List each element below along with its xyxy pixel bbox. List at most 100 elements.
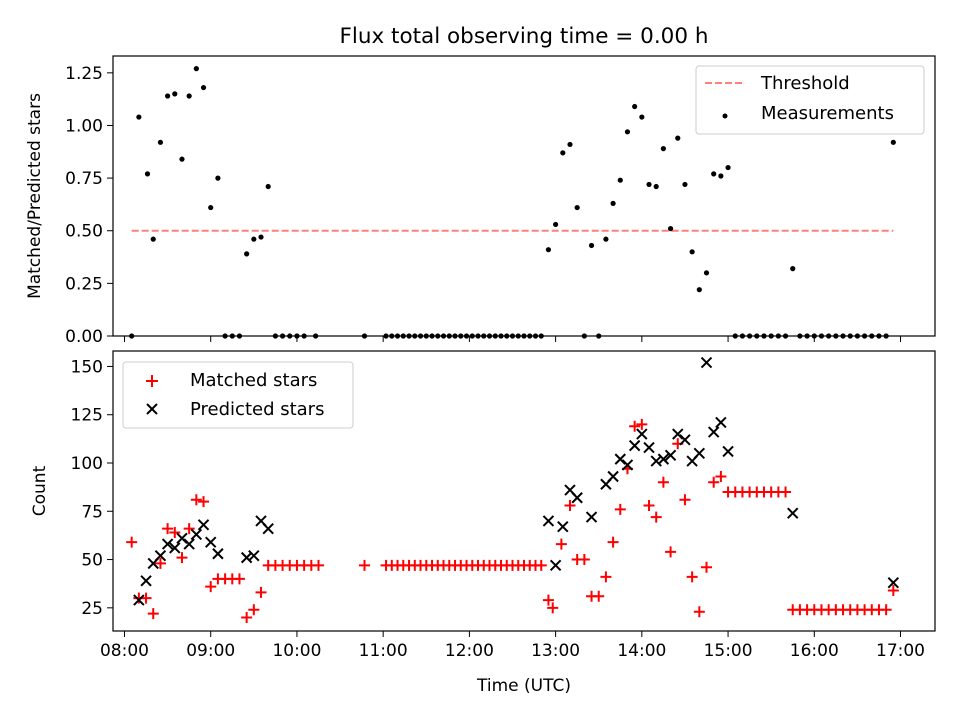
measurement-point (696, 287, 702, 293)
predicted-star-point (715, 416, 727, 429)
predicted-star-point (643, 441, 655, 454)
x-tick-label: 08:00 (100, 641, 149, 661)
matched-star-point (233, 573, 245, 585)
y-tick-label: 0.00 (65, 327, 103, 347)
x-tick-label: 12:00 (445, 641, 494, 661)
predicted-star-point (212, 548, 224, 560)
matched-star-point (686, 571, 698, 583)
measurement-point (624, 129, 631, 135)
matched-star-point (542, 594, 554, 606)
measurement-point (660, 146, 666, 152)
measurement-point (200, 84, 207, 91)
predicted-star-point (707, 426, 720, 438)
measurement-point (208, 204, 214, 211)
x-tick-label: 14:00 (617, 641, 666, 661)
measurement-point (617, 177, 623, 183)
measurement-point (553, 221, 559, 228)
count-plot-area (126, 356, 900, 623)
measurement-point (653, 183, 659, 190)
measurement-point (244, 251, 250, 257)
matched-star-point (358, 559, 370, 571)
predicted-star-point (133, 594, 145, 606)
ratio-y-axis-label: Matched/Predicted stars (25, 93, 45, 299)
predicted-star-point (190, 528, 203, 541)
predicted-star-point (657, 453, 670, 465)
measurements-legend-swatch (722, 113, 728, 119)
predicted-star-point (557, 521, 569, 533)
matched-star-point (629, 420, 641, 432)
ratio-plot-area (129, 66, 896, 339)
matched-star-point (650, 511, 662, 523)
matched-star-point (176, 552, 188, 564)
measurement-point (725, 164, 731, 171)
chart-title: Flux total observing time = 0.00 h (340, 24, 709, 49)
predicted-star-point (621, 459, 634, 471)
predicted-star-point (722, 445, 734, 458)
matched-star-point (643, 499, 655, 511)
measurement-point (890, 139, 896, 145)
count-axes: 25 50 75 100 125 150 08:00 09:00 10:00 11:00 12:00… (71, 357, 925, 661)
matched-star-point (535, 559, 547, 571)
measurement-point (157, 139, 164, 145)
count-y-axis-label: Count (30, 465, 50, 516)
y-tick-label: 100 (71, 454, 103, 474)
measurement-point (610, 200, 616, 206)
matched-star-point (701, 561, 713, 573)
ratio-plot-frame (112, 55, 936, 337)
x-tick-label: 15:00 (704, 641, 753, 661)
predicted-star-point (161, 538, 174, 550)
y-tick-label: 0.50 (65, 222, 103, 242)
measurement-point (545, 247, 552, 253)
measurement-point (711, 171, 717, 177)
matched-star-point (555, 538, 567, 550)
x-tick-label: 13:00 (531, 641, 580, 661)
measurement-point (689, 249, 695, 255)
predicted-star-point (169, 542, 181, 554)
predicted-legend-label: Predicted stars (190, 399, 324, 420)
measurement-point (790, 266, 796, 272)
measurements-legend-label: Measurements (761, 103, 894, 124)
y-tick-label: 1.25 (65, 64, 103, 84)
matched-star-point (255, 586, 267, 598)
matched-star-point (140, 592, 152, 604)
predicted-star-point (887, 577, 900, 589)
measurement-point (646, 181, 652, 188)
measurement-point (567, 141, 573, 148)
matched-star-point (715, 471, 727, 483)
predicted-star-point (549, 559, 562, 572)
measurement-point (588, 242, 595, 249)
x-tick-label: 10:00 (272, 641, 321, 661)
measurement-point (150, 236, 156, 242)
measurement-point (675, 135, 681, 141)
predicted-star-point (700, 356, 713, 369)
count-legend-box (122, 361, 354, 429)
matched-star-point (880, 604, 892, 616)
predicted-star-point (607, 470, 619, 483)
matched-star-point (198, 496, 210, 508)
predicted-star-point (787, 507, 799, 519)
matched-star-point (636, 418, 648, 430)
matched-star-point (600, 571, 612, 583)
matched-star-point (708, 476, 720, 488)
predicted-star-point (679, 434, 691, 446)
matched-star-point (887, 584, 899, 596)
y-tick-label: 75 (81, 502, 103, 522)
predicted-star-point (571, 492, 583, 504)
measurement-point (718, 173, 724, 179)
measurement-point (258, 234, 264, 240)
y-tick-label: 50 (81, 551, 103, 571)
measurement-point (172, 91, 178, 97)
matched-star-point (241, 611, 253, 623)
y-tick-label: 1.00 (65, 116, 103, 136)
predicted-legend-swatch (146, 403, 158, 415)
y-tick-label: 25 (81, 599, 103, 619)
predicted-star-point (154, 549, 167, 562)
predicted-star-point (262, 522, 274, 535)
count-legend: Matched stars Predicted stars (122, 361, 354, 429)
y-tick-label: 150 (71, 357, 103, 377)
measurement-point (186, 93, 192, 99)
matched-star-point (313, 559, 324, 571)
predicted-star-point (693, 447, 706, 460)
measurement-point (265, 183, 271, 190)
matched-star-point (593, 590, 605, 602)
